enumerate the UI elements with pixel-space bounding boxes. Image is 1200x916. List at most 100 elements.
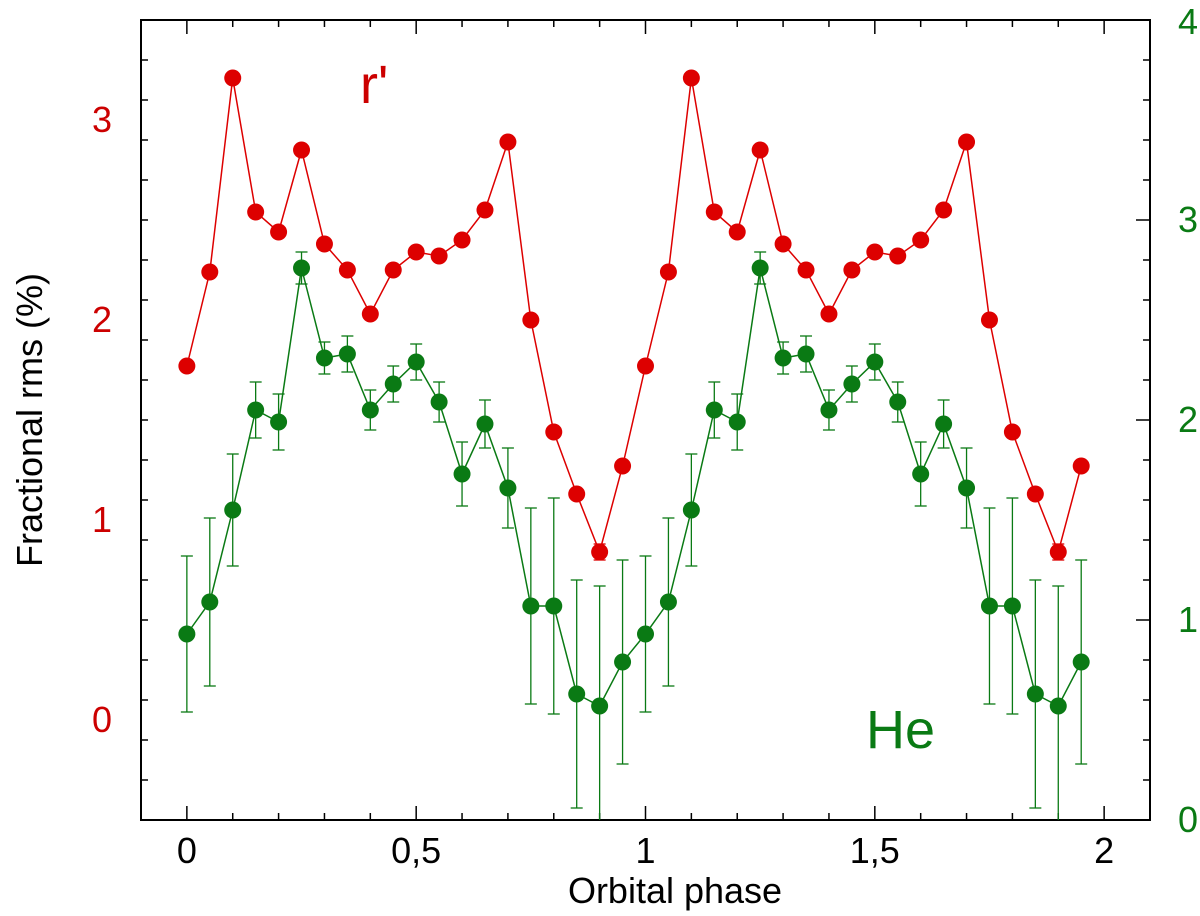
- r-prime-point: [224, 69, 242, 87]
- he-point: [1072, 653, 1090, 671]
- he-point: [1049, 697, 1067, 715]
- he-point: [201, 593, 219, 611]
- r-prime-point: [637, 357, 654, 375]
- r-prime-point: [843, 261, 861, 279]
- he-point: [384, 375, 402, 393]
- r-prime-point: [591, 543, 609, 561]
- r-prime-point: [545, 423, 563, 441]
- he-point: [430, 393, 448, 411]
- he-point: [1003, 597, 1021, 615]
- he-point: [338, 345, 356, 363]
- he-point: [705, 401, 723, 419]
- x-tick-label: 2: [1094, 830, 1114, 871]
- he-point: [958, 479, 976, 497]
- he-point: [224, 501, 242, 519]
- he-point: [614, 653, 632, 671]
- r-prime-point: [659, 263, 677, 281]
- r-prime-point: [568, 485, 586, 503]
- he-point: [1026, 685, 1044, 703]
- y-right-tick-label: 4: [1178, 1, 1198, 42]
- he-point: [820, 401, 838, 419]
- r-prime-point: [315, 235, 333, 253]
- he-point: [682, 501, 700, 519]
- y-left-tick-label: 2: [92, 299, 112, 340]
- r-prime-point: [201, 263, 219, 281]
- r-prime-point: [178, 357, 196, 375]
- he-point: [178, 625, 196, 643]
- he-point: [637, 625, 654, 643]
- he-point: [293, 259, 311, 277]
- he-point: [797, 345, 815, 363]
- r-prime-point: [384, 261, 402, 279]
- y-left-tick-label: 0: [92, 699, 112, 740]
- r-prime-point: [866, 243, 884, 261]
- he-point: [912, 465, 930, 483]
- he-point: [591, 697, 609, 715]
- r-prime-point: [338, 261, 356, 279]
- y-axis-title: Fractional rms (%): [9, 273, 50, 567]
- r-prime-point: [797, 261, 815, 279]
- y-right-tick-label: 0: [1178, 799, 1198, 840]
- he-point: [568, 685, 586, 703]
- r-prime-point: [774, 235, 792, 253]
- r-prime-point: [980, 311, 998, 329]
- he-line: [186, 267, 1082, 708]
- x-axis-title: Orbital phase: [568, 870, 782, 911]
- he-point: [728, 413, 746, 431]
- he-point: [407, 353, 425, 371]
- r-prime-point: [958, 133, 976, 151]
- he-point: [659, 593, 677, 611]
- r-prime-point: [430, 247, 448, 265]
- r-prime-point: [820, 305, 838, 323]
- he-point: [247, 401, 265, 419]
- r-prime-point: [935, 201, 953, 219]
- y-right-tick-label: 1: [1178, 599, 1198, 640]
- he-point: [889, 393, 907, 411]
- r-prime-point: [1026, 485, 1044, 503]
- x-tick-label: 1: [635, 830, 655, 871]
- he-point: [499, 479, 517, 497]
- r-prime-point: [499, 133, 517, 151]
- x-tick-label: 0: [177, 830, 197, 871]
- y-left-tick-label: 3: [92, 99, 112, 140]
- he-point: [866, 353, 884, 371]
- he-point: [522, 597, 540, 615]
- r-prime-point: [682, 69, 700, 87]
- r-prime-point: [270, 223, 288, 241]
- he-point: [545, 597, 563, 615]
- he-point: [935, 415, 953, 433]
- he-point: [476, 415, 494, 433]
- he-point: [453, 465, 471, 483]
- x-tick-label: 0,5: [391, 830, 441, 871]
- he-point: [315, 349, 333, 367]
- r-prime-point: [1003, 423, 1021, 441]
- r-prime-point: [751, 141, 769, 159]
- r-prime-point: [247, 203, 265, 221]
- r-prime-label: r': [360, 55, 388, 115]
- r-prime-point: [293, 141, 311, 159]
- r-prime-point: [1049, 543, 1067, 561]
- r-prime-point: [728, 223, 746, 241]
- r-prime-line: [186, 77, 1082, 555]
- r-prime-point: [407, 243, 425, 261]
- he-point: [361, 401, 379, 419]
- r-prime-point: [361, 305, 379, 323]
- x-tick-label: 1,5: [850, 830, 900, 871]
- he-point: [980, 597, 998, 615]
- y-right-tick-label: 3: [1178, 199, 1198, 240]
- r-prime-point: [1072, 457, 1090, 475]
- r-prime-point: [705, 203, 723, 221]
- r-prime-point: [476, 201, 494, 219]
- he-label: He: [866, 700, 935, 760]
- r-prime-point: [614, 457, 632, 475]
- he-point: [751, 259, 769, 277]
- r-prime-point: [889, 247, 907, 265]
- r-prime-point: [912, 231, 930, 249]
- r-prime-point: [522, 311, 540, 329]
- y-left-tick-label: 1: [92, 499, 112, 540]
- he-point: [843, 375, 861, 393]
- he-point: [270, 413, 288, 431]
- y-right-tick-label: 2: [1178, 399, 1198, 440]
- he-point: [774, 349, 792, 367]
